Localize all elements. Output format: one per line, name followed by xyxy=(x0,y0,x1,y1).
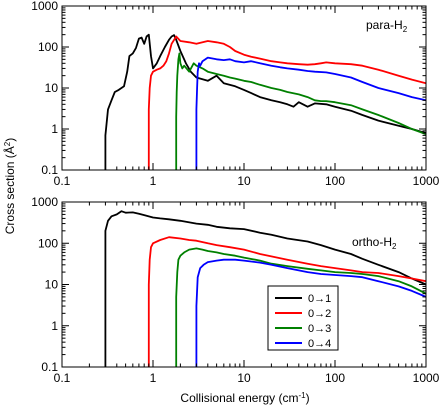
ortho-series-line-3 xyxy=(175,247,426,367)
ortho-series-layer xyxy=(104,210,426,367)
ortho-x-tick-label: 1000 xyxy=(413,371,440,385)
ortho-y-tick-label: 0.1 xyxy=(41,360,58,374)
legend-items: 0→1 0→2 0→3 0→4 xyxy=(275,293,331,350)
ortho-plot-frame xyxy=(61,201,427,368)
para-panel-title: para-H2 xyxy=(366,18,408,34)
ortho-y-tick-label: 10 xyxy=(45,278,59,292)
para-y-tick-label: 1000 xyxy=(31,0,58,13)
para-x-tick-label: 0.1 xyxy=(54,174,71,188)
ortho-x-tick-label: 0.1 xyxy=(54,371,71,385)
panel-para: 0.1 1 10 100 1000 0.1 1 10 100 1000 para-H2 xyxy=(31,0,439,188)
x-axis-label: Collisional energy (cm-1) xyxy=(180,391,309,405)
para-x-tick-label: 100 xyxy=(325,174,345,188)
ortho-y-tick-label: 1000 xyxy=(31,195,58,209)
para-x-tick-label: 10 xyxy=(237,174,251,188)
legend: 0→1 0→2 0→3 0→4 xyxy=(267,285,339,351)
legend-box xyxy=(267,285,339,351)
legend-label-3: 0→3 xyxy=(308,323,331,335)
ortho-x-tick-label: 100 xyxy=(325,371,345,385)
legend-label-4: 0→4 xyxy=(308,338,331,350)
para-y-tick-label: 100 xyxy=(38,40,58,54)
para-series-line-4 xyxy=(195,56,426,170)
legend-label-2: 0→2 xyxy=(308,308,331,320)
ortho-x-tick-label: 1 xyxy=(150,371,157,385)
para-y-tick-label: 1 xyxy=(51,122,58,136)
ortho-y-tick-label: 100 xyxy=(38,236,58,250)
para-x-tick-label: 1 xyxy=(150,174,157,188)
para-series-layer xyxy=(104,33,426,170)
ortho-series-line-1 xyxy=(104,210,426,367)
para-x-tick-label: 1000 xyxy=(413,174,440,188)
para-series-line-3 xyxy=(175,52,426,170)
para-plot-frame xyxy=(61,5,427,171)
ortho-ticks-layer: 0.1 1 10 100 1000 0.1 1 10 100 1000 xyxy=(31,195,439,385)
legend-label-1: 0→1 xyxy=(308,293,331,305)
para-series-line-2 xyxy=(147,35,426,170)
para-ticks-layer: 0.1 1 10 100 1000 0.1 1 10 100 1000 xyxy=(31,0,439,188)
para-series-line-1 xyxy=(104,33,426,170)
para-y-tick-label: 0.1 xyxy=(41,163,58,177)
para-y-tick-label: 10 xyxy=(45,81,59,95)
ortho-series-line-2 xyxy=(147,236,426,367)
ortho-y-tick-label: 1 xyxy=(51,319,58,333)
y-axis-label: Cross section (Å2) xyxy=(2,138,17,234)
ortho-panel-title: ortho-H2 xyxy=(352,235,397,251)
ortho-series-line-4 xyxy=(195,258,426,367)
ortho-x-tick-label: 10 xyxy=(237,371,251,385)
